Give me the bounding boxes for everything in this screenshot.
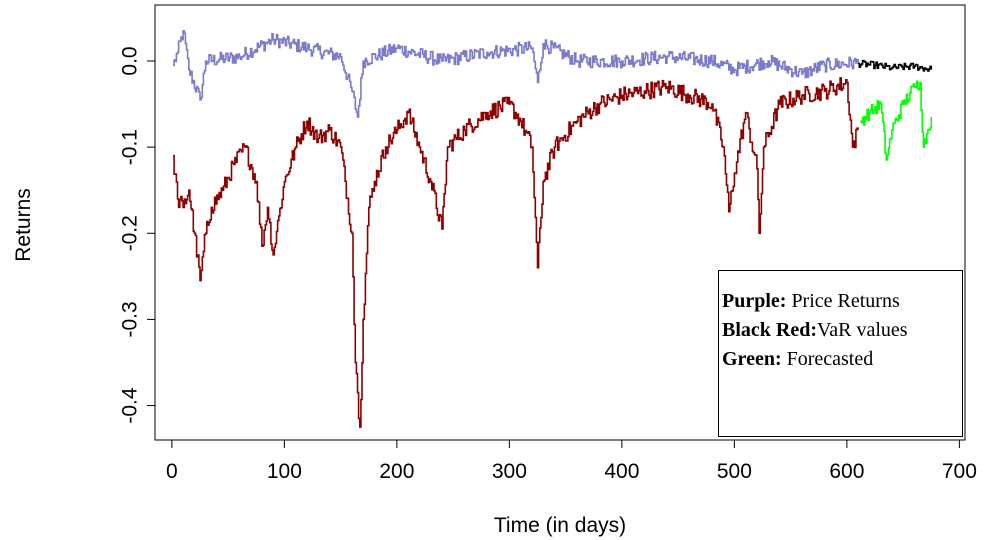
y-tick-label: -0.4 (119, 387, 142, 424)
x-tick-label: 500 (717, 460, 752, 483)
legend-item-label-text: VaR values (817, 319, 908, 341)
y-axis-label: Returns (12, 188, 35, 262)
legend-item-label-bold: Green: (722, 348, 782, 370)
x-tick-label: 100 (267, 460, 302, 483)
legend: Purple: Price Returns Black Red:VaR valu… (718, 270, 963, 437)
legend-item-black-red: Black Red:VaR values (722, 316, 962, 345)
x-axis: 0 100 200 300 400 500 600 700 (166, 439, 977, 483)
series-line-0 (173, 30, 859, 118)
legend-item-purple: Purple: Price Returns (722, 287, 962, 316)
legend-item-label-text: Price Returns (791, 290, 900, 312)
y-axis: 0.0 -0.1 -0.2 -0.3 -0.4 (119, 46, 156, 424)
legend-item-label-bold: Black Red: (722, 319, 817, 341)
x-tick-label: 700 (942, 460, 977, 483)
series-line-2 (173, 77, 859, 428)
legend-item-label-text: Forecasted (786, 348, 874, 370)
y-tick-label: -0.2 (119, 215, 142, 251)
x-tick-label: 600 (829, 460, 864, 483)
y-tick-label: -0.1 (119, 129, 142, 165)
legend-item-green: Green: Forecasted (722, 345, 962, 374)
x-tick-label: 400 (604, 460, 639, 483)
x-tick-label: 300 (492, 460, 527, 483)
y-tick-label: -0.3 (119, 301, 142, 337)
x-tick-label: 0 (166, 460, 178, 483)
series-line-3 (860, 80, 933, 161)
series-layer (173, 30, 933, 428)
series-line-1 (858, 59, 933, 72)
y-tick-label: 0.0 (119, 46, 142, 75)
x-tick-label: 200 (379, 460, 414, 483)
legend-item-label-bold: Purple: (722, 290, 787, 312)
x-axis-label: Time (in days) (494, 514, 626, 537)
